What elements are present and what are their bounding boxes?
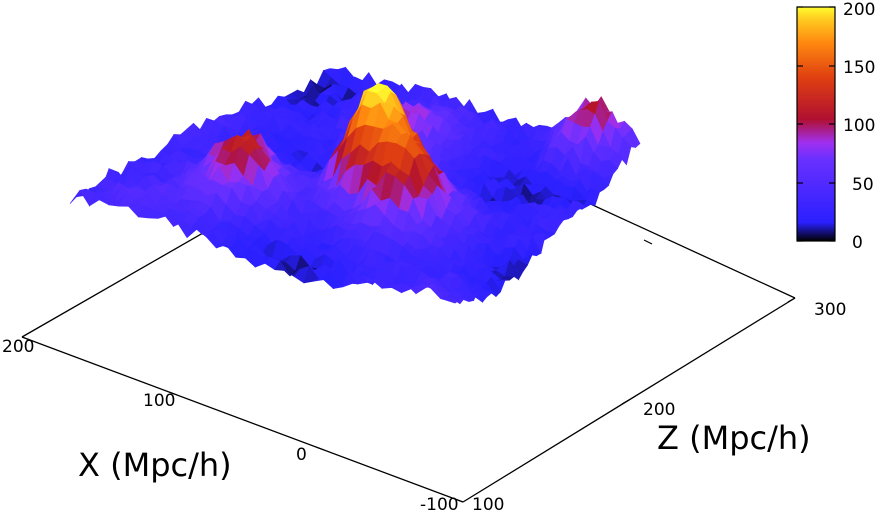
x-axis-title: X (Mpc/h) — [78, 446, 232, 484]
z-axis-ticks — [621, 239, 796, 405]
x-axis-line — [21, 336, 464, 503]
x-axis-ticks — [21, 336, 464, 503]
z-tick-label: 200 — [643, 400, 675, 420]
colorbar-tick-label: 0 — [852, 233, 863, 253]
surface-facet — [450, 297, 465, 305]
colorbar-tick-label: 100 — [843, 116, 875, 136]
floor-axes — [21, 159, 796, 503]
colorbar-ticks — [797, 6, 835, 242]
surface-mesh — [69, 66, 641, 305]
x-tick-label: -100 — [420, 495, 459, 513]
z-axis-title: Z (Mpc/h) — [657, 419, 811, 457]
z-tick-label: 300 — [814, 300, 846, 320]
colorbar-tick-label: 50 — [852, 175, 874, 195]
x-tick-label: 100 — [143, 391, 175, 411]
z-tick-label: 100 — [472, 495, 504, 513]
colorbar: 0 50 100 150 200 — [796, 0, 875, 253]
x-tick-label: 0 — [296, 445, 307, 465]
colorbar-tick-label: 150 — [843, 58, 875, 78]
colorbar-tick-label: 200 — [843, 0, 875, 20]
x-tick-label: 200 — [2, 337, 34, 357]
back-axis-line-right — [559, 189, 796, 299]
